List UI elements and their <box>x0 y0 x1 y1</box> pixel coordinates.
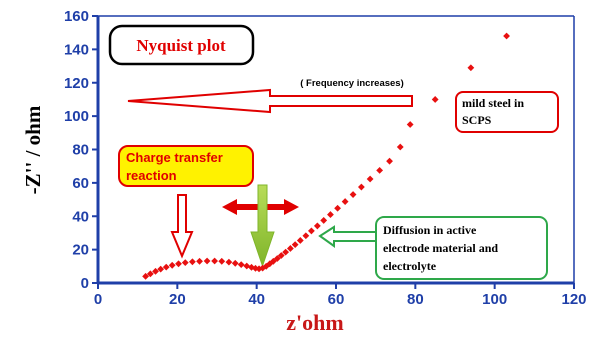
data-point <box>175 260 182 268</box>
data-point <box>431 96 439 103</box>
x-tick-label: 80 <box>407 291 424 308</box>
title-box: Nyquist plot <box>108 24 255 66</box>
data-point <box>396 143 404 151</box>
data-point <box>357 183 365 191</box>
material-box-frame <box>455 91 559 133</box>
data-point <box>231 259 239 267</box>
data-point <box>181 259 189 267</box>
data-point <box>376 166 384 174</box>
charge-transfer-line-1: Charge transfer <box>126 150 223 165</box>
y-tick-label: 80 <box>72 142 89 159</box>
diffusion-line-3: electrolyte <box>383 259 437 273</box>
data-point <box>237 261 245 269</box>
data-point <box>269 257 277 265</box>
charge-transfer-box: Charge transfer reaction <box>118 145 254 187</box>
data-point <box>142 272 149 280</box>
title-box-frame <box>108 24 255 66</box>
charge-transfer-line-2: reaction <box>126 168 177 183</box>
data-point <box>168 261 176 269</box>
data-point <box>334 204 341 212</box>
y-tick-label: 160 <box>64 8 89 25</box>
charge-transfer-arrow-shape <box>170 194 194 259</box>
frequency-note: ( Frequency increases) <box>300 78 404 89</box>
y-tick-label: 100 <box>64 108 89 125</box>
data-point <box>291 241 299 249</box>
y-tick-label: 120 <box>64 75 89 92</box>
data-point <box>152 267 159 275</box>
material-label-line-2: SCPS <box>462 113 492 127</box>
green-down-arrow <box>250 184 275 268</box>
x-tick-label: 120 <box>561 291 586 308</box>
data-point <box>341 198 349 205</box>
data-point <box>406 121 414 128</box>
y-tick-label: 40 <box>72 208 89 225</box>
material-label-line-1: mild steel in <box>462 96 524 110</box>
title-box-text: Nyquist plot <box>136 36 226 55</box>
y-tick-label: 60 <box>72 175 89 192</box>
data-point <box>302 232 310 240</box>
data-point <box>218 257 226 265</box>
y-tick-label: 0 <box>81 275 89 292</box>
data-point <box>157 265 165 273</box>
data-point <box>503 32 510 40</box>
material-box: mild steel in SCPS <box>455 91 559 133</box>
data-point <box>243 262 251 270</box>
data-series <box>142 32 510 280</box>
frequency-arrow-shape <box>127 88 413 114</box>
data-point <box>146 270 154 278</box>
y-tick-label: 20 <box>72 242 89 259</box>
y-axis-title: -Z'' / ohm <box>21 105 45 194</box>
data-point <box>320 217 328 224</box>
data-point <box>296 237 304 244</box>
data-point <box>386 157 393 165</box>
data-point <box>196 257 203 265</box>
x-tick-label: 100 <box>482 291 507 308</box>
y-tick-label: 140 <box>64 41 89 58</box>
data-point <box>349 191 357 198</box>
data-point <box>327 211 334 218</box>
x-tick-label: 0 <box>94 291 102 308</box>
data-point <box>308 227 315 235</box>
data-point <box>467 64 475 72</box>
frequency-arrow <box>127 88 413 114</box>
axis-ticks <box>92 15 575 289</box>
x-tick-label: 60 <box>328 291 345 308</box>
data-point <box>203 257 211 265</box>
diffusion-arrow-shape <box>318 225 377 248</box>
data-point <box>366 175 374 183</box>
data-point <box>225 258 233 266</box>
charge-transfer-frame <box>118 145 254 187</box>
green-down-arrow-shape <box>250 184 275 268</box>
charge-transfer-arrow <box>170 194 194 259</box>
data-point <box>252 264 259 272</box>
diffusion-line-1: Diffusion in active <box>383 223 477 237</box>
data-point <box>189 258 196 266</box>
diffusion-line-2: electrode material and <box>383 241 498 255</box>
data-point <box>286 245 294 252</box>
data-point <box>162 263 170 271</box>
data-point <box>282 248 290 256</box>
diffusion-box: Diffusion in active electrode material a… <box>318 216 548 280</box>
data-point <box>313 222 321 230</box>
diffusion-box-frame <box>375 216 548 280</box>
x-axis-title: z'ohm <box>286 310 343 335</box>
data-point <box>277 252 285 259</box>
tick-labels: 0 20 40 60 80 100 120 0 20 40 60 80 100 120 140 160 <box>64 8 587 308</box>
data-point <box>211 257 219 265</box>
x-tick-label: 20 <box>169 291 186 308</box>
data-point <box>273 255 281 262</box>
x-tick-label: 40 <box>248 291 265 308</box>
